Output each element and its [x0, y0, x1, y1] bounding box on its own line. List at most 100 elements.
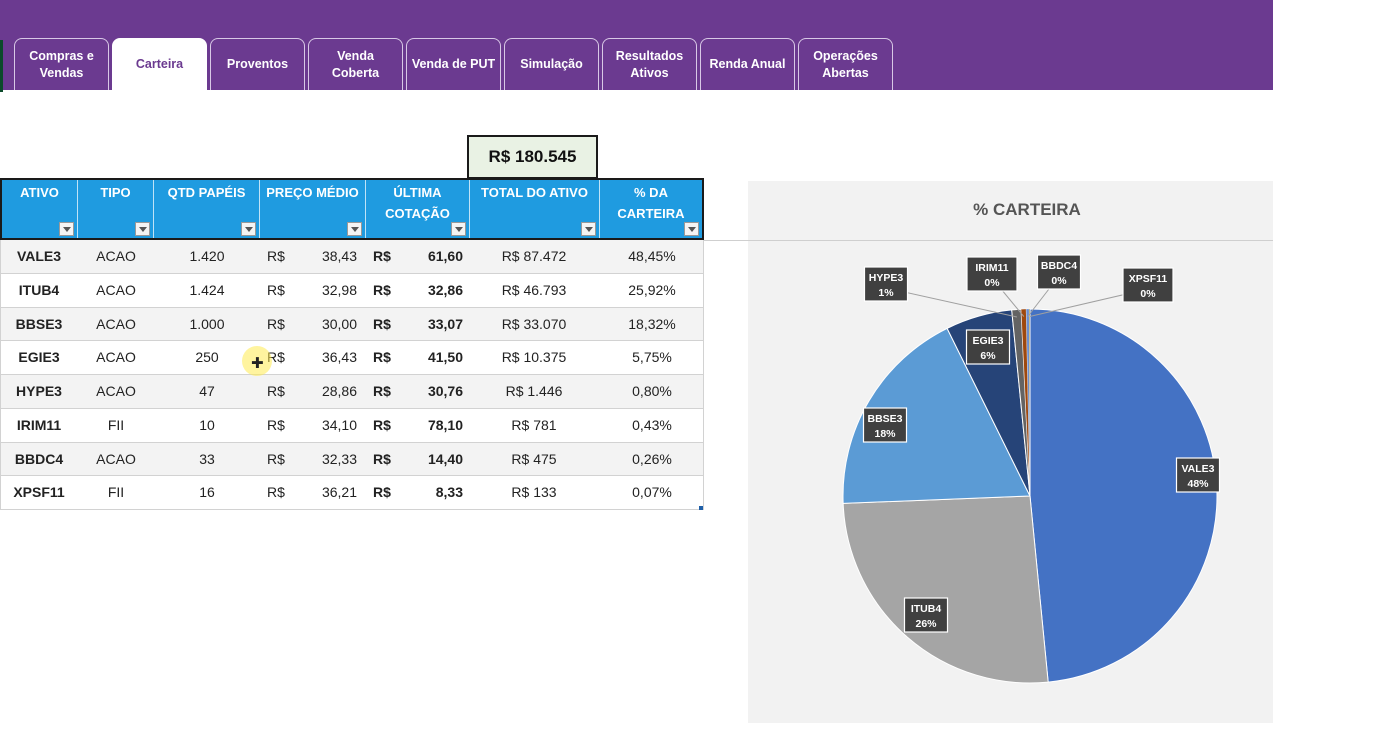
cell-qtd[interactable]: 47	[199, 383, 215, 399]
cell-ultima-cotacao[interactable]: 8,33	[435, 484, 463, 501]
cell-currency[interactable]: R$	[267, 450, 285, 467]
cell-pct[interactable]: 5,75%	[632, 349, 672, 366]
cell-currency[interactable]: R$	[373, 349, 391, 366]
data-label-egie3[interactable]: EGIE3 6%	[965, 329, 1011, 365]
cell-total[interactable]: R$ 87.472	[501, 248, 567, 264]
cell-preco-medio[interactable]: 30,00	[321, 315, 357, 332]
tab-renda-anual[interactable]: Renda Anual	[700, 38, 795, 90]
table-row[interactable]: EGIE3 ACAO 250 R$ 36,43 R$ 41,50 R$ 10.375 5,75%	[0, 341, 704, 375]
cell-ultima-cotacao[interactable]: 41,50	[427, 349, 463, 366]
cell-pct[interactable]: 0,43%	[632, 416, 672, 433]
cell-ativo[interactable]: EGIE3	[18, 349, 60, 366]
cell-qtd[interactable]: 1.424	[189, 281, 225, 298]
cell-currency[interactable]: R$	[267, 281, 285, 298]
cell-total[interactable]: R$ 1.446	[505, 383, 563, 399]
table-row[interactable]: BBDC4 ACAO 33 R$ 32,33 R$ 14,40 R$ 475 0,26%	[0, 442, 704, 477]
pie-slice-bbse3[interactable]	[842, 327, 1031, 504]
cell-currency[interactable]: R$	[267, 248, 285, 264]
cell-ultima-cotacao[interactable]: 30,76	[427, 383, 463, 399]
cell-preco-medio[interactable]: 32,98	[321, 281, 357, 298]
cell-currency[interactable]: R$	[267, 484, 285, 501]
cell-pct[interactable]: 0,80%	[632, 383, 672, 399]
cell-currency[interactable]: R$	[267, 315, 285, 332]
data-label-bbse3[interactable]: BBSE3 18%	[862, 407, 908, 443]
cell-preco-medio[interactable]: 38,43	[321, 248, 357, 264]
cell-ativo[interactable]: BBSE3	[15, 315, 63, 332]
cell-currency[interactable]: R$	[373, 281, 391, 298]
cell-qtd[interactable]: 250	[195, 349, 219, 366]
cell-qtd[interactable]: 16	[199, 484, 215, 501]
cell-ativo[interactable]: ITUB4	[18, 281, 60, 298]
cell-ativo[interactable]: BBDC4	[14, 450, 64, 467]
pie-slice-itub4[interactable]	[842, 495, 1049, 684]
cell-tipo[interactable]: ACAO	[96, 248, 136, 264]
table-row[interactable]: XPSF11 FII 16 R$ 36,21 R$ 8,33 R$ 133 0,07%	[0, 476, 704, 510]
cell-ultima-cotacao[interactable]: 32,86	[427, 281, 463, 298]
tab-operacoes-abertas[interactable]: Operações Abertas	[798, 38, 893, 90]
cell-total[interactable]: R$ 46.793	[501, 281, 567, 298]
cell-preco-medio[interactable]: 36,43	[321, 349, 357, 366]
cell-ultima-cotacao[interactable]: 14,40	[427, 450, 463, 467]
cell-preco-medio[interactable]: 36,21	[321, 484, 357, 501]
cell-pct[interactable]: 0,26%	[632, 450, 672, 467]
tab-resultados-ativos[interactable]: Resultados Ativos	[602, 38, 697, 90]
data-label-vale3[interactable]: VALE3 48%	[1175, 457, 1221, 493]
cell-pct[interactable]: 18,32%	[628, 315, 676, 332]
cell-tipo[interactable]: ACAO	[96, 383, 136, 399]
table-row[interactable]: HYPE3 ACAO 47 R$ 28,86 R$ 30,76 R$ 1.446 0,80%	[0, 375, 704, 409]
cell-currency[interactable]: R$	[373, 450, 391, 467]
tab-proventos[interactable]: Proventos	[210, 38, 305, 90]
filter-dropdown-icon[interactable]	[581, 222, 596, 236]
cell-tipo[interactable]: ACAO	[96, 450, 136, 467]
cell-ultima-cotacao[interactable]: 33,07	[427, 315, 463, 332]
table-row[interactable]: ITUB4 ACAO 1.424 R$ 32,98 R$ 32,86 R$ 46.793 25,…	[0, 273, 704, 308]
cell-ativo[interactable]: XPSF11	[13, 484, 65, 501]
cell-currency[interactable]: R$	[373, 315, 391, 332]
cell-preco-medio[interactable]: 28,86	[321, 383, 357, 399]
cell-currency[interactable]: R$	[373, 383, 391, 399]
filter-dropdown-icon[interactable]	[241, 222, 256, 236]
data-label-bbdc4[interactable]: BBDC4 0%	[1036, 254, 1082, 290]
cell-tipo[interactable]: FII	[107, 484, 125, 501]
cell-ativo[interactable]: HYPE3	[16, 383, 62, 399]
cell-total[interactable]: R$ 10.375	[501, 349, 567, 366]
cell-total[interactable]: R$ 33.070	[501, 315, 567, 332]
cell-total[interactable]: R$ 781	[511, 416, 557, 433]
tab-simulacao[interactable]: Simulação	[504, 38, 599, 90]
cell-currency[interactable]: R$	[373, 248, 391, 264]
pie-chart[interactable]: VALE3 48% ITUB4 26% BBSE3 18% EGIE3 6% HYPE3 1% IR…	[748, 181, 1273, 723]
cell-total[interactable]: R$ 133	[511, 484, 557, 501]
cell-currency[interactable]: R$	[373, 484, 391, 501]
tab-compras-e-vendas[interactable]: Compras e Vendas	[14, 38, 109, 90]
cell-pct[interactable]: 48,45%	[628, 248, 676, 264]
tab-venda-coberta[interactable]: Venda Coberta	[308, 38, 403, 90]
cell-qtd[interactable]: 10	[199, 416, 215, 433]
cell-preco-medio[interactable]: 34,10	[321, 416, 357, 433]
table-row[interactable]: IRIM11 FII 10 R$ 34,10 R$ 78,10 R$ 781 0,43%	[0, 408, 704, 443]
data-label-itub4[interactable]: ITUB4 26%	[903, 597, 949, 633]
cell-total[interactable]: R$ 475	[511, 450, 557, 467]
table-row[interactable]: BBSE3 ACAO 1.000 R$ 30,00 R$ 33,07 R$ 33.070 18,…	[0, 307, 704, 342]
cell-currency[interactable]: R$	[267, 383, 285, 399]
data-label-xpsf11[interactable]: XPSF11 0%	[1122, 267, 1174, 303]
cell-ativo[interactable]: IRIM11	[16, 416, 62, 433]
filter-dropdown-icon[interactable]	[684, 222, 699, 236]
filter-dropdown-icon[interactable]	[59, 222, 74, 236]
data-label-irim11[interactable]: IRIM11 0%	[966, 256, 1018, 292]
pie-slice-vale3[interactable]	[1029, 308, 1218, 683]
cell-qtd[interactable]: 1.420	[189, 248, 225, 264]
cell-currency[interactable]: R$	[373, 416, 391, 433]
filter-dropdown-icon[interactable]	[135, 222, 150, 236]
cell-tipo[interactable]: FII	[107, 416, 125, 433]
cell-ultima-cotacao[interactable]: 78,10	[427, 416, 463, 433]
table-row[interactable]: VALE3 ACAO 1.420 R$ 38,43 R$ 61,60 R$ 87.472 48,…	[0, 240, 704, 274]
pie-slice-xpsf11[interactable]	[1029, 308, 1031, 497]
cell-currency[interactable]: R$	[267, 416, 285, 433]
cell-ativo[interactable]: VALE3	[16, 248, 62, 264]
tab-carteira[interactable]: Carteira	[112, 38, 207, 90]
cell-ultima-cotacao[interactable]: 61,60	[427, 248, 463, 264]
filter-dropdown-icon[interactable]	[347, 222, 362, 236]
tab-venda-de-put[interactable]: Venda de PUT	[406, 38, 501, 90]
cell-preco-medio[interactable]: 32,33	[321, 450, 357, 467]
cell-qtd[interactable]: 33	[199, 450, 215, 467]
